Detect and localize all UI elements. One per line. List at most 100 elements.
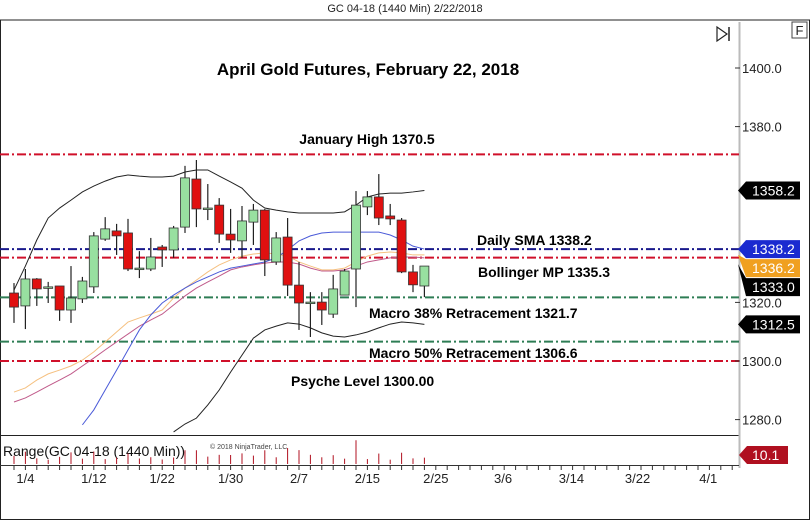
candle-2/21 <box>408 264 418 293</box>
y-tick-label: 1280.0 <box>742 413 782 428</box>
y-tick-label: 1320.0 <box>742 295 782 310</box>
chart-title: April Gold Futures, February 22, 2018 <box>217 60 519 79</box>
candle-body-up <box>180 177 190 228</box>
candle-2/22 <box>419 265 430 298</box>
level-label-january-high: January High 1370.5 <box>299 131 435 147</box>
price-marker-1312.5: 1312.5 <box>738 315 800 334</box>
candle-1/22 <box>157 244 168 267</box>
candle-1/31 <box>237 206 247 258</box>
copyright-text: © 2018 NinjaTrader, LLC <box>210 443 287 451</box>
x-tick-label: 1/4 <box>16 471 34 486</box>
candle-1/24 <box>180 165 190 233</box>
range-value-tag <box>739 446 788 464</box>
y-tick-label: 1380.0 <box>742 120 782 135</box>
f-button[interactable]: F <box>791 21 808 39</box>
candle-1/30 <box>225 208 236 253</box>
x-tick-label: 1/22 <box>150 471 175 486</box>
price-marker-label: 1333.0 <box>752 279 795 295</box>
candle-body-down <box>111 230 122 237</box>
candle-body-down <box>282 236 293 286</box>
x-tick-label: 4/1 <box>699 471 717 486</box>
candle-body-up <box>271 237 282 263</box>
candle-body-up <box>362 196 373 208</box>
price-marker-tag <box>738 315 800 334</box>
range-value-label: 10.1 <box>752 447 779 463</box>
candle-1/9 <box>54 285 65 321</box>
candle-2/7 <box>294 261 304 330</box>
candle-1/26 <box>202 184 213 221</box>
candle-2/1 <box>248 203 259 245</box>
price-marker-1336.2: 1336.2 <box>738 254 800 278</box>
candle-2/8 <box>305 292 316 337</box>
y-tick-label: 1400.0 <box>742 61 782 76</box>
candle-1/17 <box>123 218 133 272</box>
price-marker-label: 1358.2 <box>752 182 795 198</box>
candle-2/14 <box>351 191 361 308</box>
candle-body-down <box>294 284 304 304</box>
candle-1/12 <box>88 232 99 294</box>
x-tick-label: 1/30 <box>218 471 243 486</box>
candle-body-up <box>305 301 316 305</box>
candle-1/16 <box>111 223 122 255</box>
candle-body-up <box>339 270 350 296</box>
candle-body-down <box>31 278 42 290</box>
price-axis[interactable]: 1400.0 1380.0 1320.0 1300.0 1280.0 <box>735 61 782 428</box>
x-tick-label: 3/14 <box>559 471 584 486</box>
candle-1/15 <box>100 217 111 241</box>
candle-body-up <box>134 267 145 271</box>
candle-body-up <box>20 278 31 307</box>
range-panel-label: Range(GC 04-18 (1440 Min)) <box>3 443 185 459</box>
price-marker-tag <box>738 181 800 200</box>
candle-body-down <box>385 215 396 220</box>
candle-2/16 <box>373 174 384 226</box>
candle-2/19 <box>385 203 396 226</box>
x-tick-label: 3/22 <box>625 471 650 486</box>
candle-body-down <box>9 292 19 308</box>
price-markers: 1358.2 1338.2 1336.2 1333.0 1312.5 <box>738 181 800 334</box>
skip-to-end-icon[interactable] <box>716 25 730 43</box>
price-marker-label: 1338.2 <box>752 241 795 257</box>
candle-2/13 <box>339 268 350 296</box>
x-tick-label: 1/12 <box>81 471 106 486</box>
level-lines <box>0 153 739 362</box>
x-tick-label: 2/7 <box>290 471 308 486</box>
candles <box>9 160 430 337</box>
candle-1/29 <box>214 198 225 243</box>
candle-body-up <box>66 297 76 311</box>
candle-1/10 <box>66 266 76 323</box>
candle-2/12 <box>328 274 339 318</box>
f-button-label: F <box>796 23 804 38</box>
candle-body-down <box>157 246 168 251</box>
candle-body-up <box>419 265 430 287</box>
candle-1/23 <box>168 225 179 258</box>
candle-body-down <box>373 196 384 219</box>
level-label-psyche: Psyche Level 1300.00 <box>291 373 434 389</box>
candle-2/15 <box>362 191 373 216</box>
candle-body-up <box>145 256 156 270</box>
price-marker-1333.0: 1333.0 <box>738 264 800 297</box>
candle-body-up <box>43 286 54 289</box>
candle-body-up <box>328 288 339 315</box>
level-annotations: January High 1370.5 Daily SMA 1338.2 Bol… <box>291 131 610 389</box>
candle-2/2 <box>259 208 270 277</box>
price-marker-label: 1336.2 <box>752 260 795 276</box>
price-marker-tag <box>738 264 800 297</box>
candle-body-up <box>168 227 179 251</box>
y-tick-label: 1300.0 <box>742 354 782 369</box>
candle-body-up <box>237 220 247 242</box>
level-label-bollinger-mp: Bollinger MP 1335.3 <box>478 264 610 280</box>
level-label-macro-50: Macro 50% Retracement 1306.6 <box>369 345 578 361</box>
candle-body-up <box>100 228 111 240</box>
candle-body-up <box>351 204 361 270</box>
price-marker-1358.2: 1358.2 <box>738 181 800 200</box>
candle-body-down <box>225 233 236 241</box>
candle-body-down <box>259 209 270 261</box>
range-panel: Range(GC 04-18 (1440 Min)) © 2018 NinjaT… <box>3 440 788 464</box>
candle-body-down <box>316 301 327 311</box>
price-marker-tag <box>738 240 800 259</box>
date-axis[interactable]: 1/4 1/12 1/22 1/30 2/7 2/15 2/25 3/6 3/14 3/22 4/1 <box>0 465 739 486</box>
candle-body-up <box>202 207 213 210</box>
candle-body-up <box>88 235 99 288</box>
candle-body-up <box>77 280 88 300</box>
